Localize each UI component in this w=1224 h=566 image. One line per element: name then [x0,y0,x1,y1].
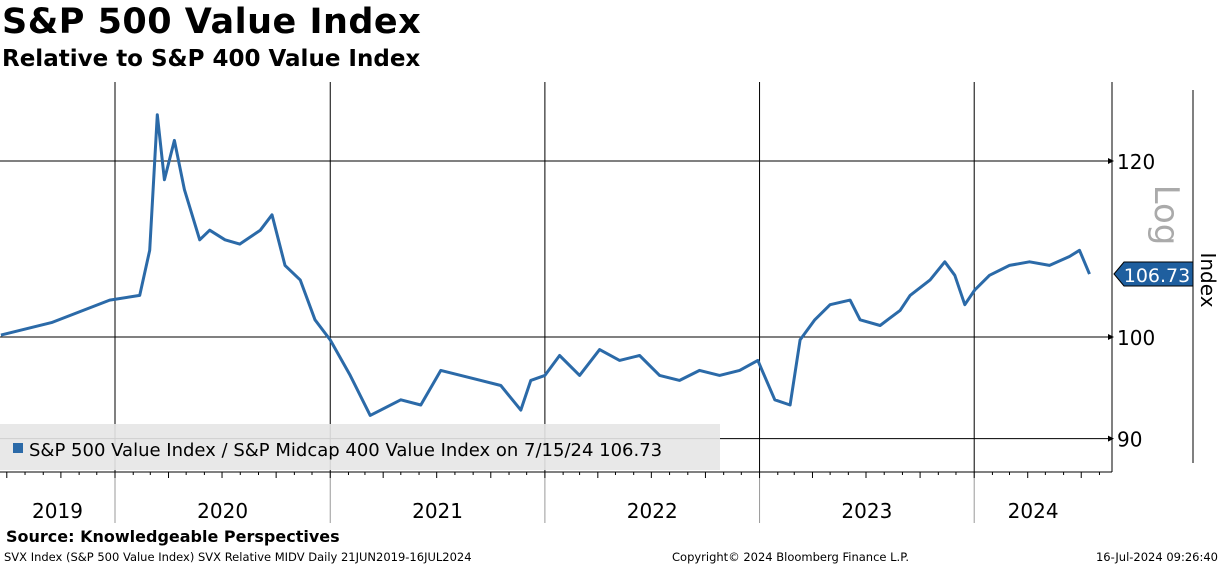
last-value-marker [1113,261,1194,287]
x-tick-label: 2021 [412,499,463,523]
y-tick-label: 120 [1117,150,1155,174]
legend-swatch [13,443,23,453]
series-line [0,113,1091,417]
source-note: Source: Knowledgeable Perspectives [6,527,340,546]
footer-timestamp: 16-Jul-2024 09:26:40 [1095,550,1218,564]
chart-title: S&P 500 Value Index [2,2,422,42]
log-scale-label: Log [1146,185,1186,246]
x-tick-label: 2022 [627,499,678,523]
y-tick-label: 100 [1117,326,1155,350]
y-tick-label: 90 [1117,428,1142,452]
y-tick [1108,435,1114,442]
legend-box [0,424,720,470]
chart-subtitle: Relative to S&P 400 Value Index [2,46,421,72]
x-tick-label: 2019 [32,499,83,523]
y-tick [1108,158,1114,165]
last-value-label: 106.73 [1124,265,1190,287]
footer-left: SVX Index (S&P 500 Value Index) SVX Rela… [4,550,472,564]
footer-copyright: Copyright© 2024 Bloomberg Finance L.P. [672,550,909,564]
y-tick [1108,334,1114,340]
x-tick-label: 2023 [841,499,892,523]
x-tick-label: 2020 [197,499,248,523]
legend-text: S&P 500 Value Index / S&P Midcap 400 Val… [29,440,662,461]
x-tick-label: 2024 [1008,499,1059,523]
y-axis-label: Index [1196,252,1220,307]
